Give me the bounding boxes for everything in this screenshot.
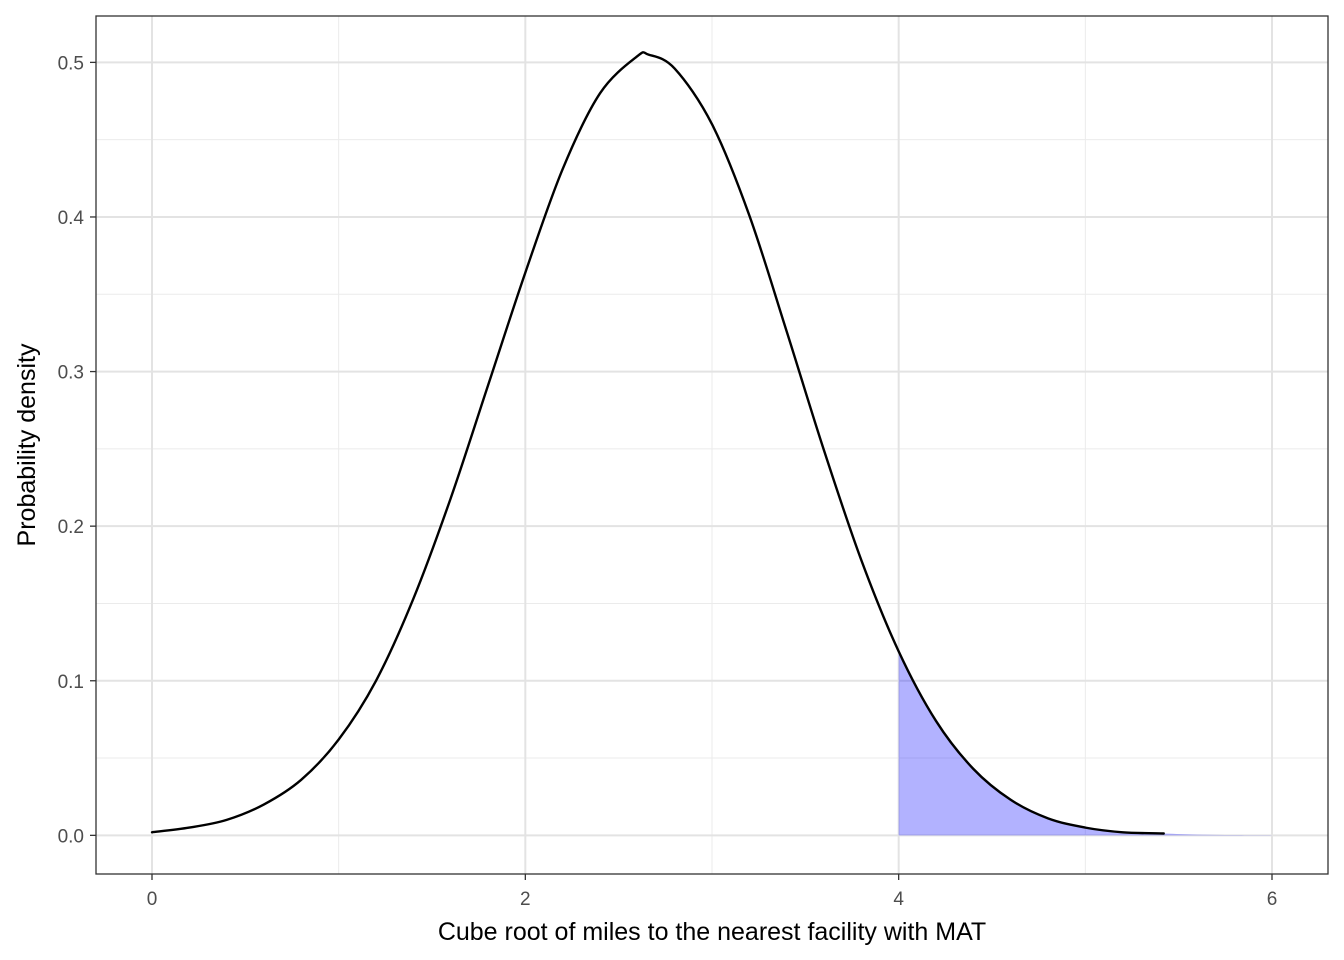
series-layer	[150, 51, 1272, 836]
x-tick-label: 4	[893, 889, 904, 910]
y-tick-label: 0.0	[58, 826, 84, 847]
y-tick-label: 0.1	[58, 672, 84, 693]
y-tick-label: 0.4	[58, 208, 85, 229]
x-tick-label: 0	[147, 889, 158, 910]
minor-gridlines	[96, 16, 1328, 874]
y-tick-label: 0.3	[58, 363, 84, 384]
major-gridlines	[96, 16, 1328, 874]
density-curve-line	[150, 51, 1165, 835]
x-axis-title: Cube root of miles to the nearest facili…	[438, 918, 986, 946]
shaded-tail-area	[898, 651, 1272, 836]
x-tick-label: 2	[520, 889, 531, 910]
y-tick-label: 0.5	[58, 53, 84, 74]
plot-panel-border	[95, 15, 1329, 875]
y-tick-label: 0.2	[58, 517, 84, 538]
y-axis-title: Probability density	[13, 343, 41, 546]
x-tick-label: 6	[1267, 889, 1278, 910]
x-axis: 0 2 4 6	[147, 874, 1278, 910]
y-axis: 0.0 0.1 0.2 0.3 0.4 0.5	[58, 53, 96, 847]
